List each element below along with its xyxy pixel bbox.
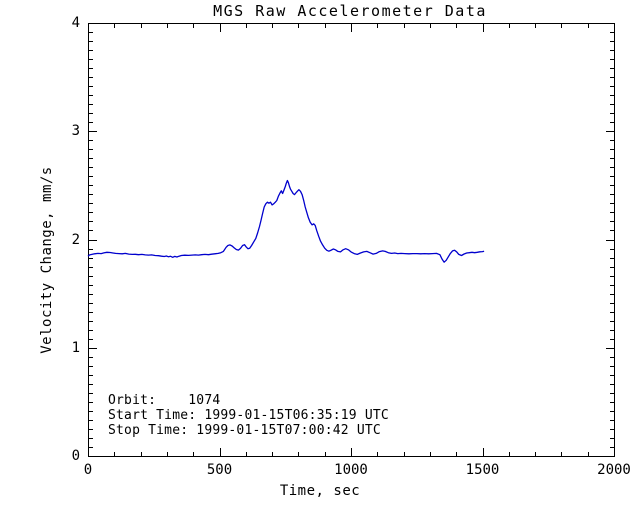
- y-tick-label: 2: [71, 231, 80, 248]
- x-tick-label: 1500: [465, 462, 500, 478]
- x-tick-label: 0: [83, 462, 93, 478]
- y-tick-label: 1: [71, 339, 80, 356]
- y-tick-label: 3: [71, 123, 80, 140]
- annotation-start-time: Start Time: 1999-01-15T06:35:19 UTC: [108, 408, 389, 423]
- annotation-orbit: Orbit: 1074: [108, 393, 221, 408]
- chart-title: MGS Raw Accelerometer Data: [213, 2, 487, 20]
- x-axis-title: Time, sec: [279, 483, 361, 499]
- x-tick-label: 500: [206, 462, 233, 478]
- annotation-block: Orbit: 1074 Start Time: 1999-01-15T06:35…: [108, 393, 389, 438]
- y-axis-title: Velocity Change, mm/s: [39, 166, 55, 354]
- y-tick-label: 0: [71, 448, 80, 464]
- x-tick-label: 1000: [334, 462, 368, 478]
- axes-box: [88, 23, 615, 457]
- data-line: [87, 179, 485, 263]
- y-tick-label: 4: [71, 15, 80, 31]
- x-tick-label: 2000: [597, 462, 631, 478]
- annotation-stop-time: Stop Time: 1999-01-15T07:00:42 UTC: [108, 423, 381, 438]
